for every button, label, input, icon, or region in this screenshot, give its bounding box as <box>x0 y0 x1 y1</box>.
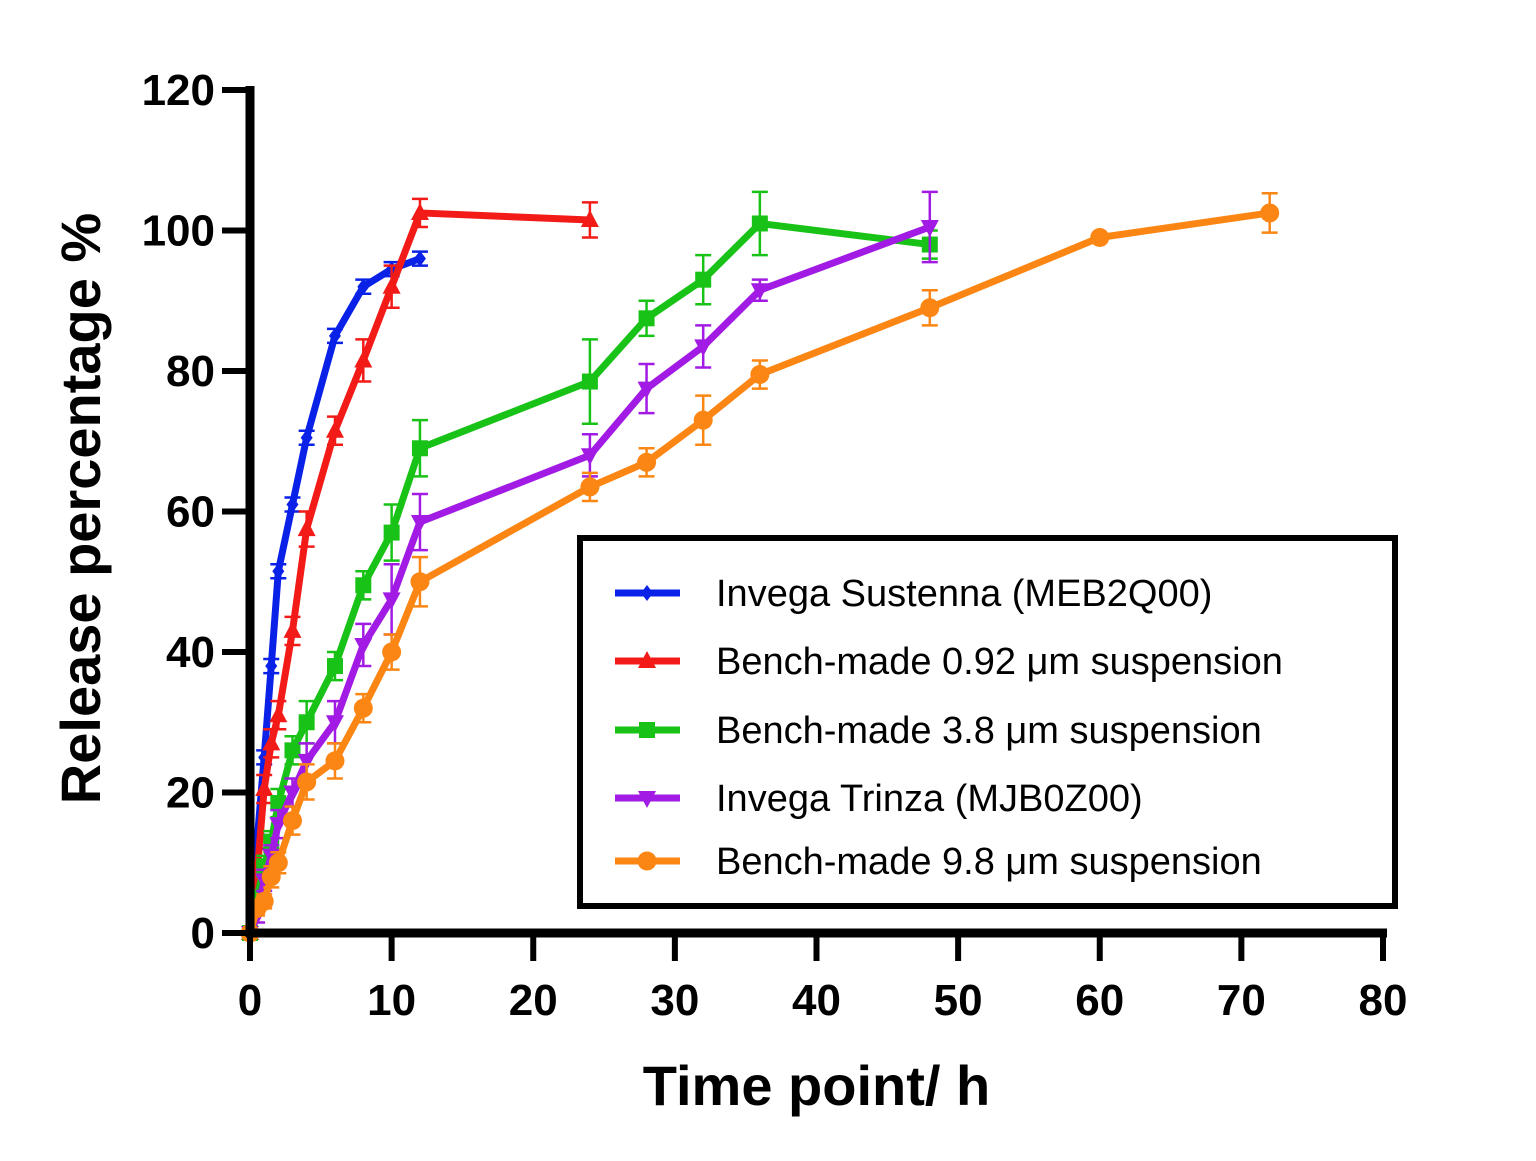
series-layer <box>240 190 1280 943</box>
y-tick-label: 20 <box>166 769 215 818</box>
data-point <box>254 891 274 911</box>
data-point <box>269 705 288 723</box>
data-point <box>298 714 315 731</box>
data-point <box>410 515 429 533</box>
legend-entry-4: Bench-made 9.8 μm suspension <box>615 841 1262 883</box>
data-point <box>354 637 373 655</box>
data-point <box>580 477 600 497</box>
x-tick-label: 80 <box>1359 976 1408 1025</box>
data-point <box>410 202 429 220</box>
data-point <box>580 448 599 466</box>
x-tick-label: 20 <box>509 976 558 1025</box>
data-point <box>1090 228 1110 248</box>
x-axis-title: Time point/ h <box>643 1054 990 1117</box>
legend-marker <box>641 585 653 601</box>
axes: 0 20 40 60 80 100 120 0 10 20 30 40 50 60 70 80 Time poi… <box>49 66 1407 1117</box>
data-point <box>272 563 285 580</box>
series-line <box>246 209 591 934</box>
y-tick-label: 120 <box>142 66 215 115</box>
data-point <box>283 785 302 803</box>
data-point <box>383 524 400 541</box>
x-tick-label: 30 <box>650 976 699 1025</box>
legend-box <box>577 535 1398 909</box>
data-point <box>300 429 313 446</box>
data-point <box>328 327 341 344</box>
data-point <box>413 250 426 267</box>
x-tick-label: 40 <box>792 976 841 1025</box>
data-point <box>693 410 713 430</box>
data-point <box>355 577 372 594</box>
legend-entry-2: Bench-made 3.8 μm suspension <box>615 710 1262 752</box>
data-point <box>751 215 768 232</box>
data-point <box>637 452 657 472</box>
legend-label: Bench-made 9.8 μm suspension <box>716 841 1262 883</box>
data-point <box>297 519 316 537</box>
data-point <box>920 219 939 237</box>
data-point <box>269 817 288 835</box>
data-point <box>325 715 344 733</box>
data-point <box>282 811 302 831</box>
x-tick-label: 60 <box>1075 976 1124 1025</box>
data-point <box>382 592 401 610</box>
data-point <box>255 778 274 796</box>
data-point <box>265 658 278 675</box>
data-point <box>297 753 316 771</box>
data-point <box>262 733 281 751</box>
y-tick-label: 0 <box>191 909 215 958</box>
legend-label: Invega Trinza (MJB0Z00) <box>716 778 1143 820</box>
legend-entry-1: Bench-made 0.92 μm suspension <box>615 641 1283 683</box>
x-tick-label: 10 <box>367 976 416 1025</box>
data-point <box>637 381 656 399</box>
x-tick-label: 0 <box>238 976 262 1025</box>
data-point <box>382 276 401 294</box>
data-point <box>410 572 430 592</box>
data-point <box>695 271 712 288</box>
y-axis-title: Release percentage % <box>49 213 112 804</box>
data-point <box>286 496 299 513</box>
legend-label: Invega Sustenna (MEB2Q00) <box>716 573 1212 615</box>
data-point <box>261 867 281 887</box>
data-point <box>325 420 344 438</box>
y-tick-label: 60 <box>166 488 215 537</box>
y-tick-label: 80 <box>166 347 215 396</box>
legend-marker <box>638 791 656 808</box>
legend-marker <box>639 722 655 738</box>
legend-marker <box>638 651 656 668</box>
legend-marker <box>637 851 657 871</box>
y-tick-label: 100 <box>142 207 215 256</box>
series-4 <box>240 192 1280 943</box>
data-point <box>268 853 288 873</box>
data-point <box>357 278 370 295</box>
data-point <box>750 365 770 385</box>
data-point <box>354 350 373 368</box>
x-tick-label: 50 <box>934 976 983 1025</box>
x-tick-label: 70 <box>1217 976 1266 1025</box>
legend-label: Bench-made 0.92 μm suspension <box>716 641 1283 683</box>
data-point <box>920 298 940 318</box>
data-point <box>694 339 713 357</box>
legend-entry-3: Invega Trinza (MJB0Z00) <box>615 778 1143 820</box>
data-point <box>297 772 317 792</box>
data-point <box>353 698 373 718</box>
data-point <box>1260 203 1280 223</box>
data-point <box>750 283 769 301</box>
data-point <box>580 209 599 227</box>
data-point <box>283 620 302 638</box>
data-point <box>581 373 598 390</box>
data-point <box>325 751 345 771</box>
data-point <box>638 310 655 327</box>
legend: Invega Sustenna (MEB2Q00) Bench-made 0.92… <box>577 535 1398 909</box>
data-point <box>326 658 343 675</box>
y-tick-label: 40 <box>166 628 215 677</box>
legend-entry-0: Invega Sustenna (MEB2Q00) <box>615 573 1212 615</box>
data-point <box>284 742 301 759</box>
data-point <box>411 440 428 457</box>
data-point <box>382 642 402 662</box>
legend-label: Bench-made 3.8 μm suspension <box>716 710 1262 752</box>
